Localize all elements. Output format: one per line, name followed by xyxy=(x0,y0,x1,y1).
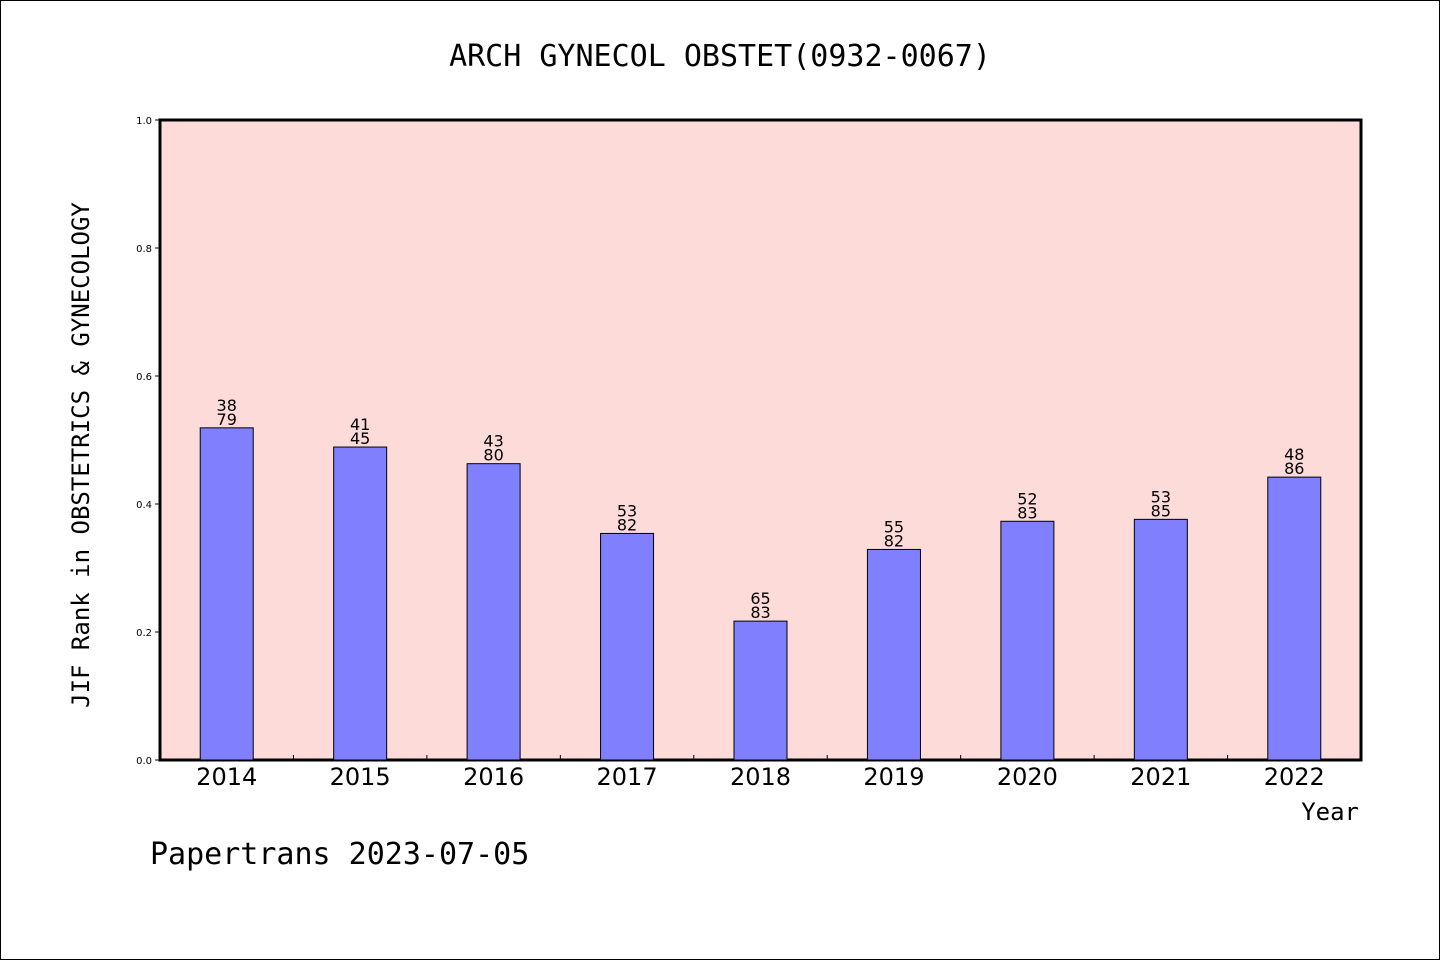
x-tick-label: 2021 xyxy=(1130,763,1191,791)
data-label-rank: 41 xyxy=(350,415,370,434)
bar-2014 xyxy=(199,427,254,761)
x-tick-label: 2022 xyxy=(1264,763,1325,791)
y-tick-label: 0.2 xyxy=(136,628,152,639)
y-axis-ticks: 0.0 0.2 0.4 0.6 0.8 1.0 xyxy=(136,116,160,767)
data-label-rank: 53 xyxy=(617,501,637,520)
y-tick-label: 0.6 xyxy=(136,372,152,383)
y-tick-label: 1.0 xyxy=(136,116,152,127)
data-label-rank: 53 xyxy=(1151,487,1171,506)
bar-series xyxy=(199,427,1322,761)
bar-2016 xyxy=(466,463,521,761)
data-label-total: 79 xyxy=(217,410,237,429)
bar-2018 xyxy=(733,620,788,761)
data-label-total: 86 xyxy=(1284,459,1304,478)
x-tick-label: 2019 xyxy=(863,763,924,791)
data-label-rank: 55 xyxy=(884,517,904,536)
data-label-rank: 38 xyxy=(217,396,237,415)
bar-2022 xyxy=(1267,476,1322,761)
data-label-rank: 48 xyxy=(1284,445,1304,464)
x-tick-label: 2015 xyxy=(330,763,391,791)
data-label-total: 83 xyxy=(1017,503,1037,522)
footer-source-date: Papertrans 2023-07-05 xyxy=(150,837,529,872)
bar-2020 xyxy=(1000,520,1055,761)
data-label-total: 82 xyxy=(884,531,904,550)
bar-2015 xyxy=(333,446,388,761)
x-tick-label: 2017 xyxy=(597,763,658,791)
y-tick-label: 0.8 xyxy=(136,244,152,255)
bar-2021 xyxy=(1133,518,1188,761)
x-axis-label: Year xyxy=(1301,798,1359,826)
chart-title: ARCH GYNECOL OBSTET(0932-0067) xyxy=(449,39,991,74)
x-tick-label: 2020 xyxy=(997,763,1058,791)
data-label-total: 82 xyxy=(617,515,637,534)
x-tick-label: 2016 xyxy=(463,763,524,791)
data-label-total: 85 xyxy=(1151,501,1171,520)
data-label-rank: 43 xyxy=(483,432,503,451)
bar-2019 xyxy=(866,548,921,761)
y-tick-label: 0.4 xyxy=(136,500,152,511)
data-label-rank: 65 xyxy=(750,589,770,608)
data-label-total: 45 xyxy=(350,429,370,448)
y-tick-label: 0.0 xyxy=(136,756,152,767)
x-axis-ticks: 2014 2015 2016 2017 2018 2019 2020 2021 2022 xyxy=(196,755,1325,791)
data-label-rank: 52 xyxy=(1017,489,1037,508)
data-label-total: 80 xyxy=(483,446,503,465)
x-tick-label: 2018 xyxy=(730,763,791,791)
bar-2017 xyxy=(600,532,655,761)
data-label-total: 83 xyxy=(750,603,770,622)
x-tick-label: 2014 xyxy=(196,763,257,791)
y-axis-label: JIF Rank in OBSTETRICS & GYNECOLOGY xyxy=(67,202,95,708)
